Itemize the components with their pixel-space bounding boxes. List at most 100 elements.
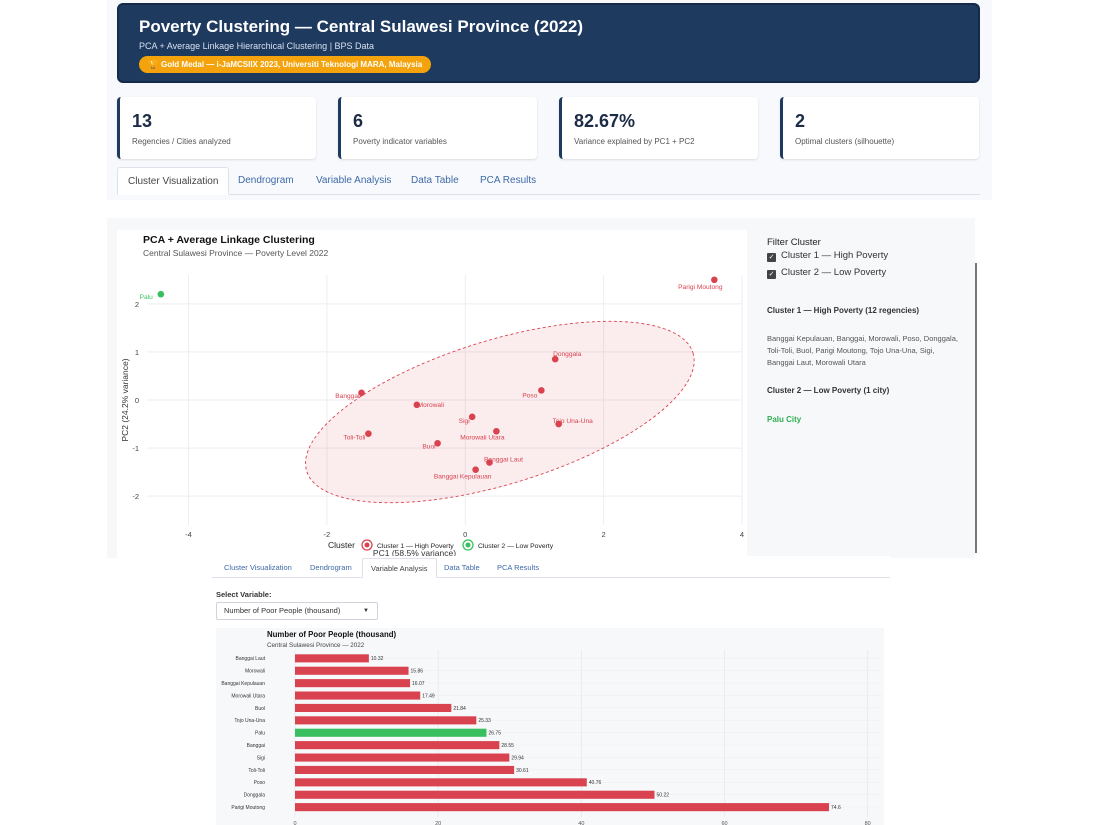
stat-value: 6: [353, 111, 364, 131]
cluster-1-members: Banggai Kepulauan, Banggai, Morowali, Po…: [767, 334, 958, 367]
tab-data-table[interactable]: Data Table: [444, 563, 480, 572]
cluster-scatter-plot: PCA + Average Linkage Clustering Central …: [120, 234, 744, 558]
filter-cluster-1-label: Cluster 1 — High Poverty: [781, 250, 889, 261]
caret-down-icon: ▼: [363, 608, 369, 614]
bar-value-label: 40.76: [589, 780, 602, 786]
chart-subtitle: Central Sulawesi Province — Poverty Leve…: [143, 248, 328, 258]
point-label: Palu: [140, 294, 154, 301]
tab-pca-results[interactable]: PCA Results: [497, 563, 540, 572]
bar-value-label: 74.6: [831, 805, 841, 811]
x-tick-label: -4: [185, 530, 192, 539]
legend-swatch-cluster-2: [465, 542, 471, 548]
stat-label: Poverty indicator variables: [353, 137, 447, 146]
bar: [295, 654, 369, 663]
tab-cluster-visualization[interactable]: Cluster Visualization: [224, 563, 292, 572]
variable-bar-chart: Number of Poor People (thousand) Central …: [221, 630, 882, 825]
y-tick-label: -1: [132, 444, 139, 453]
tab-variable-analysis[interactable]: Variable Analysis: [362, 558, 437, 578]
tab-dendrogram[interactable]: Dendrogram: [310, 563, 352, 572]
bar-value-label: 28.55: [501, 743, 514, 749]
bar-value-label: 30.61: [516, 768, 529, 774]
variable-analysis-panel: Cluster Visualization Dendrogram Variabl…: [212, 556, 890, 825]
data-point: [486, 459, 493, 466]
tab-variable-analysis[interactable]: Variable Analysis: [316, 175, 392, 186]
x-tick-label: 0: [293, 821, 296, 825]
category-label: Palu: [255, 731, 265, 737]
category-label: Sigi: [257, 755, 265, 761]
cluster-1-ellipse: [305, 320, 695, 504]
data-point: [538, 387, 545, 394]
point-label: Banggai Kepulauan: [434, 474, 492, 481]
bar: [295, 691, 421, 700]
tab-cluster-visualization[interactable]: Cluster Visualization: [117, 167, 230, 195]
bar-value-label: 17.49: [422, 693, 435, 699]
bar-value-label: 16.07: [412, 681, 425, 687]
bar-value-label: 15.86: [411, 669, 424, 675]
category-label: Buol: [255, 706, 265, 712]
cluster-2-heading: Cluster 2 — Low Poverty (1 city): [767, 386, 890, 395]
y-tick-label: -2: [132, 492, 139, 501]
hero-banner: Poverty Clustering — Central Sulawesi Pr…: [117, 3, 980, 83]
legend-label-cluster-1: Cluster 1 — High Poverty: [377, 543, 454, 550]
trophy-icon: 🏆: [148, 60, 158, 69]
category-label: Donggala: [244, 793, 266, 799]
x-axis-label: PC1 (58.5% variance): [373, 548, 456, 558]
x-tick-label: 40: [578, 821, 584, 825]
x-tick-label: 80: [865, 821, 871, 825]
stat-card-regencies: 13 Regencies / Cities analyzed: [117, 97, 316, 159]
bar-value-label: 50.22: [657, 793, 670, 799]
page-subtitle: PCA + Average Linkage Hierarchical Clust…: [139, 41, 375, 51]
stat-value: 82.67%: [574, 111, 636, 131]
x-tick-label: -2: [324, 530, 331, 539]
variable-select[interactable]: Number of Poor People (thousand) ▼: [216, 602, 378, 620]
point-label: Tojo Una-Una: [552, 418, 593, 425]
data-point: [493, 427, 500, 435]
category-label: Banggai: [247, 743, 265, 749]
award-badge-text: Gold Medal — i-JaMCSIIX 2023, Universiti…: [160, 60, 423, 69]
bar-value-label: 10.32: [371, 656, 384, 662]
data-point: [711, 276, 718, 284]
bar: [295, 703, 452, 712]
data-point: [413, 401, 421, 409]
point-label: Morowali Utara: [460, 434, 505, 441]
stat-value: 2: [795, 111, 806, 131]
x-tick-label: 0: [463, 530, 467, 539]
data-point: [555, 420, 562, 428]
chart-title: PCA + Average Linkage Clustering: [143, 234, 315, 246]
stat-label: Variance explained by PC1 + PC2: [574, 137, 695, 146]
point-label: Toli-Toli: [343, 435, 366, 442]
x-tick-label: 20: [435, 821, 441, 825]
bar: [295, 728, 487, 737]
stat-card-clusters: 2 Optimal clusters (silhouette): [780, 97, 979, 159]
filter-cluster-2[interactable]: ✓ Cluster 2 — Low Poverty: [767, 267, 886, 281]
checkbox-checked-icon[interactable]: ✓: [767, 270, 776, 279]
filter-title: Filter Cluster: [767, 237, 821, 248]
stat-label: Optimal clusters (silhouette): [795, 137, 895, 146]
point-label: Buol: [422, 443, 436, 450]
legend-title: Cluster: [328, 540, 355, 550]
data-point: [434, 439, 441, 447]
checkbox-checked-icon[interactable]: ✓: [767, 253, 776, 262]
bar: [295, 666, 409, 675]
scrollbar[interactable]: [975, 263, 977, 553]
filter-cluster-1[interactable]: ✓ Cluster 1 — High Poverty: [767, 250, 888, 264]
data-point: [472, 466, 479, 474]
bar: [295, 679, 411, 688]
data-point: [157, 290, 165, 298]
select-variable-label: Select Variable:: [216, 590, 272, 599]
data-point: [468, 413, 476, 421]
point-label: Banggai Laut: [484, 457, 523, 464]
point-label: Poso: [522, 392, 537, 399]
point-label: Donggala: [553, 351, 582, 358]
point-label: Morowali: [418, 402, 445, 409]
tab-data-table[interactable]: Data Table: [411, 175, 459, 186]
category-label: Parigi Moutong: [231, 805, 265, 811]
secondary-tab-bar: Cluster Visualization Dendrogram Variabl…: [212, 558, 890, 578]
category-label: Morowali Utara: [231, 693, 265, 699]
tab-dendrogram[interactable]: Dendrogram: [238, 175, 294, 186]
legend-swatch-cluster-1: [361, 539, 373, 551]
bar-chart-subtitle: Central Sulawesi Province — 2022: [267, 642, 365, 649]
tab-pca-results[interactable]: PCA Results: [480, 175, 537, 186]
point-label: Sigi: [459, 418, 471, 425]
x-tick-label: 4: [740, 530, 744, 539]
